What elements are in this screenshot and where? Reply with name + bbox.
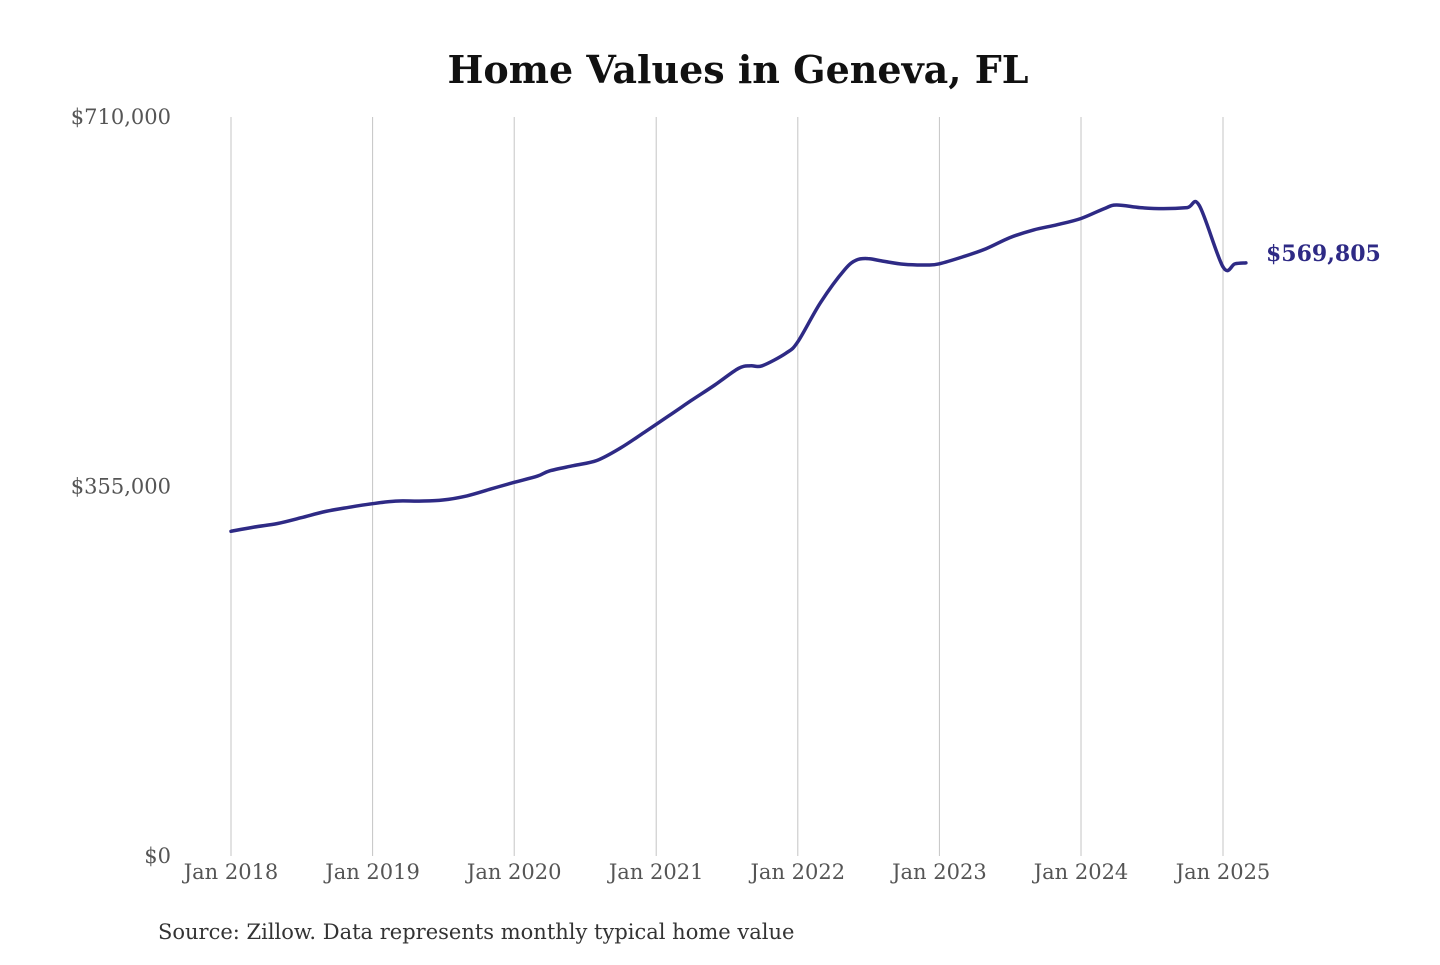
y-tick-label: $710,000 bbox=[71, 105, 171, 129]
x-tick-label: Jan 2021 bbox=[607, 860, 704, 884]
x-tick-label: Jan 2025 bbox=[1174, 860, 1271, 884]
end-value-label: $569,805 bbox=[1266, 241, 1381, 267]
y-tick-label: $355,000 bbox=[71, 475, 171, 499]
x-tick-label: Jan 2023 bbox=[890, 860, 987, 884]
gridlines bbox=[230, 117, 1224, 856]
x-axis-ticks: Jan 2018 Jan 2019 Jan 2020 Jan 2021 Jan 2022… bbox=[182, 860, 1271, 884]
x-tick-label: Jan 2019 bbox=[323, 860, 420, 884]
x-tick-label: Jan 2018 bbox=[182, 860, 279, 884]
series-line-home-value bbox=[229, 199, 1248, 534]
y-axis-ticks: $0 $355,000 $710,000 bbox=[71, 105, 171, 868]
source-note: Source: Zillow. Data represents monthly … bbox=[158, 920, 794, 944]
series-layer bbox=[229, 199, 1248, 534]
x-tick-label: Jan 2024 bbox=[1032, 860, 1129, 884]
chart-title: Home Values in Geneva, FL bbox=[448, 47, 1029, 92]
x-tick-label: Jan 2022 bbox=[749, 860, 846, 884]
y-tick-label: $0 bbox=[144, 844, 171, 868]
x-tick-label: Jan 2020 bbox=[465, 860, 562, 884]
